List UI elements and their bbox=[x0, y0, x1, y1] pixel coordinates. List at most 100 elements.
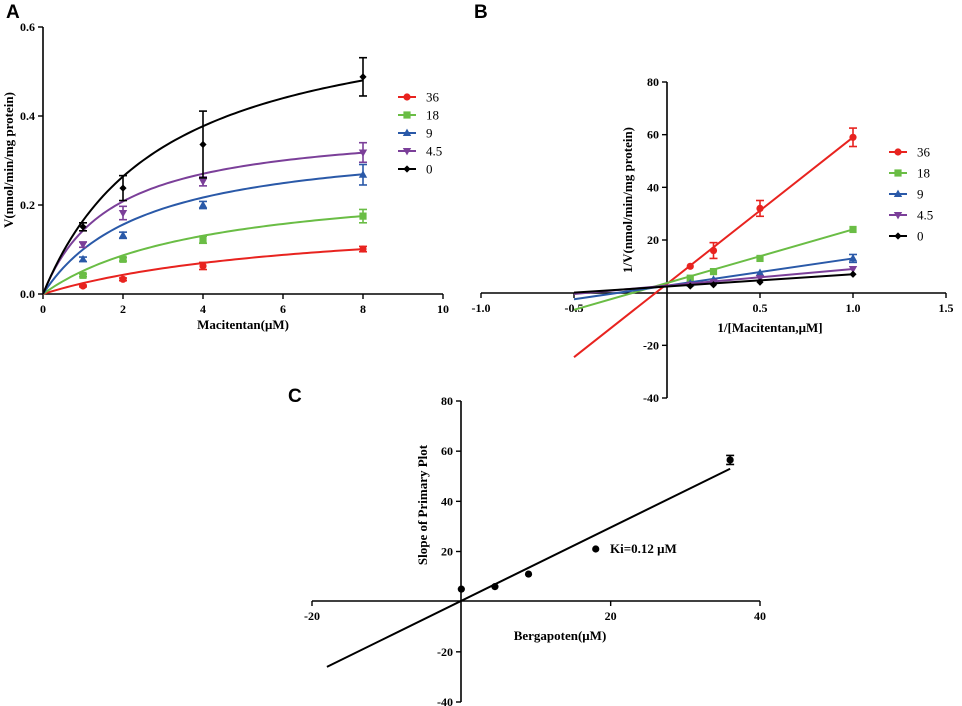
panel-c-ki-annotation: Ki=0.12 μM bbox=[610, 541, 677, 556]
panel-a-legend-label: 4.5 bbox=[426, 144, 442, 159]
panel-c-data-point bbox=[457, 585, 465, 593]
panel-b-data-point bbox=[756, 278, 764, 286]
panel-a-data-point bbox=[119, 255, 127, 263]
panel-c-y-tick-label: -40 bbox=[437, 695, 453, 706]
panel-b-legend-label: 0 bbox=[917, 229, 924, 244]
panel-a-x-tick-label: 4 bbox=[200, 302, 206, 316]
panel-a-legend-label: 9 bbox=[426, 126, 433, 141]
panel-a-x-axis-title: Macitentan(μM) bbox=[197, 317, 289, 332]
panel-c-x-tick-label: 20 bbox=[605, 609, 617, 623]
panel-a-data-point bbox=[359, 73, 367, 81]
panel-b-data-point bbox=[849, 225, 857, 234]
panel-a-legend-label: 36 bbox=[426, 90, 440, 105]
panel-b-x-tick-label: -0.5 bbox=[565, 301, 584, 315]
panel-b-y-tick-label: 80 bbox=[647, 75, 659, 89]
panel-a-data-point bbox=[119, 275, 127, 283]
panel-a-legend-marker bbox=[403, 165, 411, 173]
panel-b-legend-marker bbox=[893, 212, 903, 220]
panel-a-legend-marker bbox=[403, 111, 411, 119]
panel-c-y-tick-label: -20 bbox=[437, 645, 453, 659]
panel-a-x-tick-label: 8 bbox=[360, 302, 366, 316]
panel-b-x-tick-label: 0.5 bbox=[753, 301, 768, 315]
panel-b-x-tick-label: 1.5 bbox=[939, 301, 954, 315]
panel-c-y-tick-label: 80 bbox=[441, 394, 453, 408]
panel-a-y-tick-label: 0.0 bbox=[20, 287, 35, 301]
panel-b-x-axis-title: 1/[Macitentan,μM] bbox=[717, 320, 822, 335]
panel-c-x-axis-title: Bergapoten(μM) bbox=[514, 628, 607, 643]
panel-b-series-0 bbox=[573, 270, 857, 294]
panel-c-data-point bbox=[592, 545, 600, 553]
panel-b-y-axis-title: 1/V(nmol/min/mg protein) bbox=[620, 127, 635, 273]
panel-c-y-tick-label: 20 bbox=[441, 545, 453, 559]
panel-c-y-axis-title: Slope of Primary Plot bbox=[415, 444, 430, 565]
panel-b-legend-label: 4.5 bbox=[917, 208, 933, 223]
panel-a-series-0 bbox=[42, 56, 367, 295]
panel-a-y-tick-label: 0.4 bbox=[20, 109, 35, 123]
panel-a-y-tick-label: 0.6 bbox=[20, 20, 35, 34]
panel-a-data-point bbox=[359, 245, 367, 253]
panel-b-series-18 bbox=[573, 225, 857, 311]
panel-a-y-tick-label: 0.2 bbox=[20, 198, 35, 212]
panel-a-data-point bbox=[358, 170, 368, 178]
panel-b: B -1.0 -0.5 0.5 1.0 1.5 -40 -20 20 40 60 80 1/[Macit… bbox=[472, 2, 954, 405]
panel-b-y-tick-label: -40 bbox=[643, 391, 659, 405]
panel-c-x-tick-label: -20 bbox=[304, 609, 320, 623]
panel-a-data-point bbox=[79, 223, 87, 231]
panel-c-data-point bbox=[726, 456, 734, 464]
panel-a-data-point bbox=[198, 178, 208, 186]
panel-b-y-tick-label: 20 bbox=[647, 233, 659, 247]
panel-a-series-9 bbox=[42, 163, 368, 295]
panel-c-y-tick-label: 40 bbox=[441, 494, 453, 508]
panel-b-x-tick-label: -1.0 bbox=[472, 301, 491, 315]
panel-b-data-point bbox=[755, 268, 765, 276]
panel-b-data-point bbox=[686, 274, 694, 282]
panel-c-y-tick-label: 60 bbox=[441, 444, 453, 458]
panel-a-x-tick-label: 2 bbox=[120, 302, 126, 316]
panel-c-series-slope bbox=[326, 454, 735, 668]
panel-a-fit-curve bbox=[42, 248, 364, 295]
panel-a: A 0 2 4 6 8 10 0.0 0.2 0.4 0.6 Macitentan(μM) V(nmol… bbox=[1, 2, 449, 332]
panel-b-data-point bbox=[849, 133, 857, 141]
panel-b-y-tick-label: -20 bbox=[643, 338, 659, 352]
panel-c-regression-line bbox=[326, 467, 731, 668]
panel-a-data-point bbox=[119, 184, 127, 192]
panel-a-series-4.5 bbox=[42, 141, 368, 295]
panel-a-letter: A bbox=[6, 2, 20, 23]
panel-a-y-axis-title: V(nmol/min/mg protein) bbox=[1, 92, 16, 228]
panel-a-x-tick-label: 10 bbox=[437, 302, 449, 316]
panel-b-legend-marker bbox=[893, 189, 903, 197]
panel-b-data-point bbox=[709, 268, 718, 276]
panel-b-legend-label: 18 bbox=[917, 166, 930, 181]
panel-b-data-point bbox=[756, 254, 764, 263]
panel-a-x-tick-label: 6 bbox=[280, 302, 286, 316]
panel-b-x-tick-label: 1.0 bbox=[846, 301, 861, 315]
panel-b-data-point bbox=[849, 270, 857, 278]
panel-b-legend-marker bbox=[894, 232, 902, 240]
panel-b-legend-label: 9 bbox=[917, 187, 924, 202]
panel-b-data-point bbox=[686, 262, 694, 270]
panel-b-legend-label: 36 bbox=[917, 145, 931, 160]
panel-a-data-point bbox=[79, 282, 87, 290]
panel-a-data-point bbox=[199, 262, 207, 270]
panel-b-legend-marker bbox=[894, 169, 902, 177]
panel-a-x-tick-label: 0 bbox=[40, 302, 46, 316]
panel-a-fit-curve bbox=[42, 173, 364, 295]
panel-b-y-tick-label: 40 bbox=[647, 180, 659, 194]
panel-a-series-18 bbox=[42, 208, 367, 295]
panel-a-data-point bbox=[359, 212, 367, 220]
panel-c-x-tick-label: 40 bbox=[754, 609, 766, 623]
panel-b-legend-marker bbox=[894, 148, 902, 156]
panel-a-legend: 36 18 9 4.5 0 bbox=[398, 90, 442, 177]
panel-a-data-point bbox=[78, 241, 88, 250]
panel-a-data-point bbox=[118, 230, 128, 239]
panel-a-data-point bbox=[199, 140, 207, 149]
panel-c-data-point bbox=[491, 583, 499, 591]
panel-a-legend-marker bbox=[402, 128, 412, 136]
panel-c-letter: C bbox=[288, 386, 302, 407]
panel-b-data-point bbox=[709, 281, 718, 289]
panel-b-data-point bbox=[686, 282, 694, 290]
panel-b-letter: B bbox=[474, 2, 488, 23]
panel-b-data-point bbox=[756, 204, 764, 212]
panel-a-series-36 bbox=[42, 245, 367, 295]
